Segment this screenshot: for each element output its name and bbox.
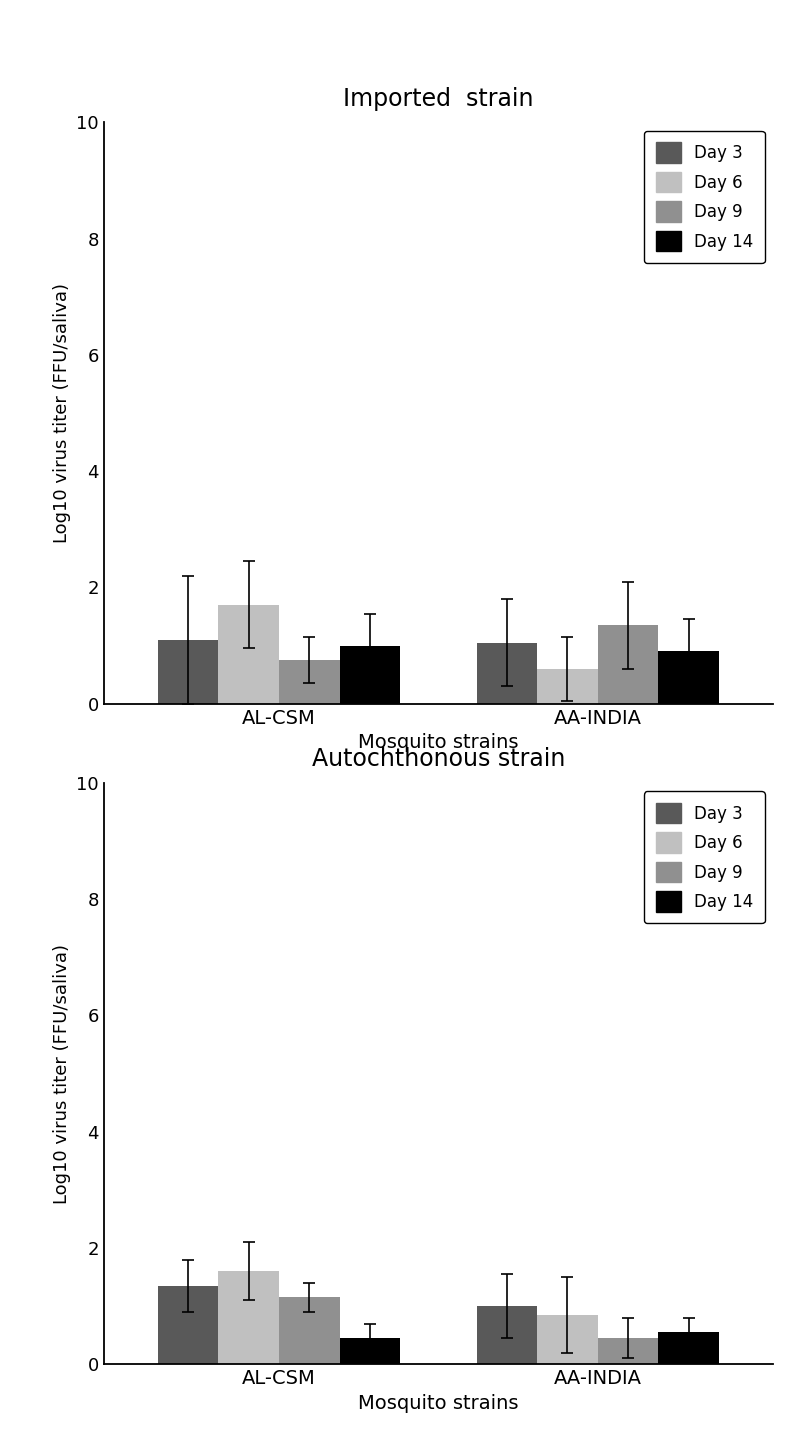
Bar: [477, 1307, 537, 1364]
Title: Autochthonous strain: Autochthonous strain: [312, 747, 565, 771]
Y-axis label: Log10 virus titer (FFU/saliva): Log10 virus titer (FFU/saliva): [53, 283, 71, 543]
Bar: [279, 1297, 340, 1364]
Text: (A): (A): [151, 76, 203, 106]
Bar: [340, 1338, 400, 1364]
Bar: [218, 1271, 279, 1364]
Bar: [658, 652, 719, 704]
X-axis label: Mosquito strains: Mosquito strains: [358, 732, 519, 752]
Bar: [537, 1315, 598, 1364]
Bar: [477, 642, 537, 704]
Title: Imported  strain: Imported strain: [343, 86, 534, 111]
Bar: [340, 646, 400, 704]
Bar: [158, 639, 218, 704]
Bar: [158, 1285, 218, 1364]
Y-axis label: Log10 virus titer (FFU/saliva): Log10 virus titer (FFU/saliva): [53, 943, 71, 1203]
Bar: [279, 661, 340, 704]
Text: (B): (B): [151, 737, 205, 767]
Bar: [658, 1333, 719, 1364]
Bar: [218, 605, 279, 704]
Bar: [598, 1338, 658, 1364]
X-axis label: Mosquito strains: Mosquito strains: [358, 1393, 519, 1413]
Legend: Day 3, Day 6, Day 9, Day 14: Day 3, Day 6, Day 9, Day 14: [644, 791, 765, 923]
Bar: [537, 669, 598, 704]
Legend: Day 3, Day 6, Day 9, Day 14: Day 3, Day 6, Day 9, Day 14: [644, 131, 765, 263]
Bar: [598, 625, 658, 704]
